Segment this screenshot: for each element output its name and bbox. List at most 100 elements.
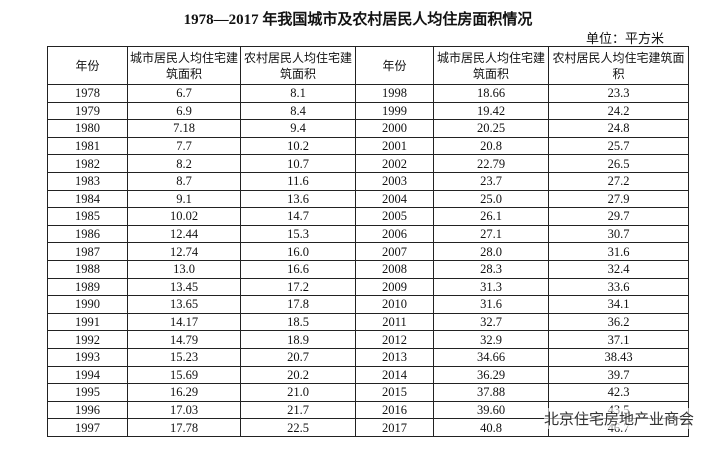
table-cell: 29.7 bbox=[548, 207, 689, 226]
table-cell: 8.7 bbox=[127, 171, 241, 191]
table-row: 1988 13.0 16.6 2008 28.3 32.4 bbox=[47, 259, 689, 279]
table-cell: 10.7 bbox=[240, 154, 356, 173]
table-cell: 6.7 bbox=[127, 84, 241, 103]
table-cell: 1989 bbox=[47, 277, 128, 297]
table-row: 1980 7.18 9.4 2000 20.25 24.8 bbox=[47, 119, 689, 138]
table-row: 1981 7.7 10.2 2001 20.8 25.7 bbox=[47, 136, 689, 156]
table-cell: 8.2 bbox=[127, 154, 241, 173]
table-cell: 2008 bbox=[355, 259, 434, 279]
table-cell: 28.3 bbox=[433, 259, 549, 279]
table-cell: 23.3 bbox=[548, 84, 689, 103]
table-cell: 37.88 bbox=[433, 383, 549, 402]
table-cell: 17.8 bbox=[240, 295, 356, 314]
table-cell: 36.2 bbox=[548, 312, 689, 332]
table-cell: 1981 bbox=[47, 136, 128, 156]
table-cell: 32.9 bbox=[433, 330, 549, 349]
table-cell: 25.7 bbox=[548, 136, 689, 156]
table-cell: 18.9 bbox=[240, 330, 356, 349]
table-cell: 10.2 bbox=[240, 136, 356, 156]
table-cell: 32.4 bbox=[548, 259, 689, 279]
table-cell: 17.03 bbox=[127, 400, 241, 420]
table-cell: 16.29 bbox=[127, 383, 241, 402]
table-cell: 39.7 bbox=[548, 365, 689, 385]
table-cell: 16.0 bbox=[240, 242, 356, 261]
table-cell: 25.0 bbox=[433, 189, 549, 209]
table-cell: 26.5 bbox=[548, 154, 689, 173]
table-cell: 1986 bbox=[47, 224, 128, 244]
table-cell: 2013 bbox=[355, 347, 434, 367]
table-cell: 1988 bbox=[47, 259, 128, 279]
table-cell: 9.4 bbox=[240, 119, 356, 138]
table-cell: 10.02 bbox=[127, 207, 241, 226]
table-cell: 2004 bbox=[355, 189, 434, 209]
table-cell: 21.0 bbox=[240, 383, 356, 402]
column-header: 城市居民人均住宅建筑面积 bbox=[433, 46, 549, 85]
table-cell: 39.60 bbox=[433, 400, 549, 420]
table-cell: 8.4 bbox=[240, 101, 356, 121]
table-cell: 12.44 bbox=[127, 224, 241, 244]
table-cell: 13.6 bbox=[240, 189, 356, 209]
table-cell: 13.0 bbox=[127, 259, 241, 279]
table-row: 1995 16.29 21.0 2015 37.88 42.3 bbox=[47, 383, 689, 402]
table-body: 1978 6.7 8.1 1998 18.66 23.3 1979 6.9 8.4 1999 19.… bbox=[47, 84, 689, 437]
table-cell: 42.3 bbox=[548, 383, 689, 402]
table-cell: 34.66 bbox=[433, 347, 549, 367]
table-cell: 28.0 bbox=[433, 242, 549, 261]
table-cell: 2007 bbox=[355, 242, 434, 261]
column-header: 年份 bbox=[47, 46, 128, 85]
table-cell: 1991 bbox=[47, 312, 128, 332]
table-cell: 20.25 bbox=[433, 119, 549, 138]
table-cell: 2014 bbox=[355, 365, 434, 385]
table-cell: 30.7 bbox=[548, 224, 689, 244]
table-row: 1985 10.02 14.7 2005 26.1 29.7 bbox=[47, 207, 689, 226]
table-cell: 15.69 bbox=[127, 365, 241, 385]
table-cell: 2000 bbox=[355, 119, 434, 138]
table-row: 1984 9.1 13.6 2004 25.0 27.9 bbox=[47, 189, 689, 209]
table-cell: 11.6 bbox=[240, 171, 356, 191]
table-cell: 1995 bbox=[47, 383, 128, 402]
table-cell: 23.7 bbox=[433, 171, 549, 191]
table-row: 1992 14.79 18.9 2012 32.9 37.1 bbox=[47, 330, 689, 349]
table-cell: 20.2 bbox=[240, 365, 356, 385]
table-cell: 17.78 bbox=[127, 418, 241, 437]
title: 1978—2017 年我国城市及农村居民人均住房面积情况 bbox=[183, 12, 533, 28]
header-row: 年份 城市居民人均住宅建筑面积 农村居民人均住宅建筑面积 年份 城市居民人均住宅建筑面积… bbox=[47, 46, 689, 85]
table-cell: 1998 bbox=[355, 84, 434, 103]
table-cell: 2011 bbox=[355, 312, 434, 332]
table-cell: 8.1 bbox=[240, 84, 356, 103]
table-cell: 20.7 bbox=[240, 347, 356, 367]
table-cell: 2010 bbox=[355, 295, 434, 314]
table-cell: 9.1 bbox=[127, 189, 241, 209]
table-cell: 6.9 bbox=[127, 101, 241, 121]
table-row: 1978 6.7 8.1 1998 18.66 23.3 bbox=[47, 84, 689, 103]
table-cell: 13.65 bbox=[127, 295, 241, 314]
table-cell: 1980 bbox=[47, 119, 128, 138]
table-cell: 1979 bbox=[47, 101, 128, 121]
table-row: 1986 12.44 15.3 2006 27.1 30.7 bbox=[47, 224, 689, 244]
table-cell: 2012 bbox=[355, 330, 434, 349]
table-cell: 24.8 bbox=[548, 119, 689, 138]
table-cell: 32.7 bbox=[433, 312, 549, 332]
table-cell: 19.42 bbox=[433, 101, 549, 121]
table-row: 1991 14.17 18.5 2011 32.7 36.2 bbox=[47, 312, 689, 332]
table-cell: 21.7 bbox=[240, 400, 356, 420]
table-cell: 1984 bbox=[47, 189, 128, 209]
table-row: 1983 8.7 11.6 2003 23.7 27.2 bbox=[47, 171, 689, 191]
table-cell: 14.17 bbox=[127, 312, 241, 332]
table-cell: 20.8 bbox=[433, 136, 549, 156]
table-cell: 36.29 bbox=[433, 365, 549, 385]
table-row: 1979 6.9 8.4 1999 19.42 24.2 bbox=[47, 101, 689, 121]
table-cell: 1999 bbox=[355, 101, 434, 121]
column-header: 年份 bbox=[355, 46, 434, 85]
table-row: 1982 8.2 10.7 2002 22.79 26.5 bbox=[47, 154, 689, 173]
table-cell: 27.1 bbox=[433, 224, 549, 244]
table-cell: 2016 bbox=[355, 400, 434, 420]
table-cell: 18.5 bbox=[240, 312, 356, 332]
table-cell: 1996 bbox=[47, 400, 128, 420]
table-cell: 13.45 bbox=[127, 277, 241, 297]
table-cell: 34.1 bbox=[548, 295, 689, 314]
unit: 单位：平方米 bbox=[585, 32, 664, 47]
table-cell: 22.79 bbox=[433, 154, 549, 173]
table-cell: 18.66 bbox=[433, 84, 549, 103]
